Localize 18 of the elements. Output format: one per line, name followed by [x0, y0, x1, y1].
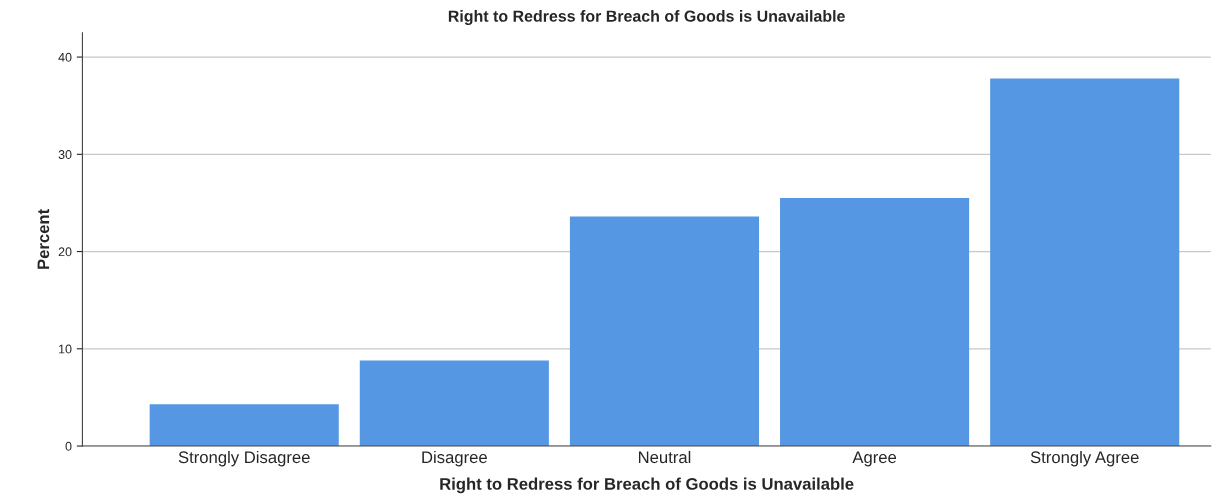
x-tick-label: Neutral — [638, 450, 691, 464]
y-axis-title: Percent — [37, 209, 50, 269]
y-tick-label: 30 — [58, 150, 72, 159]
y-tick-label: 40 — [58, 52, 72, 62]
x-axis-title: Right to Redress for Breach of Goods is Unavailable — [440, 477, 854, 494]
chart-title: Right to Redress for Breach of Goods is Unavailable — [448, 10, 845, 26]
x-tick-label: Strongly Disagree — [178, 450, 310, 467]
bar — [359, 360, 549, 447]
x-tick-label: Disagree — [422, 450, 487, 467]
x-tick-label: Strongly Agree — [1030, 450, 1139, 467]
y-tick-label: 10 — [59, 344, 72, 354]
bar — [149, 404, 339, 447]
y-tick-label: 20 — [58, 247, 72, 257]
y-tick-label: 0 — [65, 441, 72, 451]
bar — [780, 198, 970, 447]
bar — [990, 78, 1180, 447]
bar — [569, 216, 760, 447]
x-tick-label: Agree — [852, 451, 897, 467]
